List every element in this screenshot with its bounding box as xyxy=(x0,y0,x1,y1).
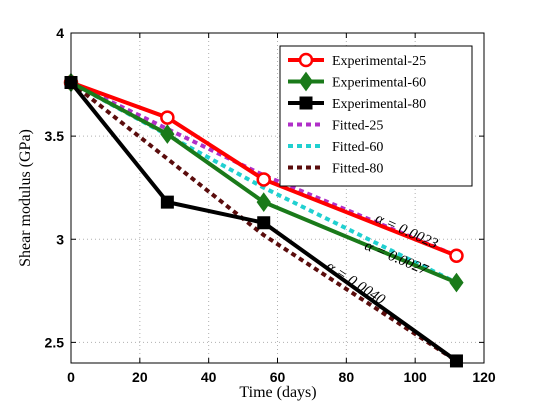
legend-box xyxy=(279,45,473,187)
x-tick-label: 40 xyxy=(201,369,217,385)
data-point-marker xyxy=(256,192,271,212)
legend-entry: Fitted-60 xyxy=(288,140,383,155)
data-point-marker xyxy=(257,216,271,230)
legend-marker xyxy=(299,96,313,110)
y-tick-label: 3.5 xyxy=(45,128,65,144)
axis-ticks: 0 20 40 60 80 100 120 2.5 3 3.5 4 xyxy=(45,25,496,385)
series-line xyxy=(69,80,458,363)
legend-entry: Fitted-25 xyxy=(288,119,383,134)
y-tick-label: 4 xyxy=(56,25,64,41)
legend-label: Experimental-25 xyxy=(332,54,426,69)
x-tick-label: 60 xyxy=(270,369,286,385)
y-tick-label: 3 xyxy=(56,231,64,247)
legend-marker xyxy=(298,71,314,92)
legend-label: Experimental-80 xyxy=(332,97,426,112)
data-point-marker xyxy=(160,110,175,125)
legend-entry: Experimental-25 xyxy=(288,52,426,69)
series-layer xyxy=(63,72,464,368)
series-experimental-80 xyxy=(64,76,463,368)
data-point-marker xyxy=(160,195,174,209)
legend-entry: Fitted-80 xyxy=(288,162,383,177)
data-point-marker xyxy=(449,354,463,368)
series-line xyxy=(70,80,458,285)
legend-marker xyxy=(298,52,314,68)
x-tick-label: 100 xyxy=(403,369,427,385)
series-line xyxy=(69,81,458,363)
legend-label: Fitted-25 xyxy=(332,119,383,134)
data-point-marker xyxy=(449,272,464,293)
legend-entry: Experimental-80 xyxy=(288,96,426,112)
series-line xyxy=(70,80,458,258)
legend-label: Fitted-80 xyxy=(332,162,383,177)
legend: Experimental-25 Experimental-60 Experiment… xyxy=(279,45,473,187)
x-axis-label: Time (days) xyxy=(239,384,316,401)
x-tick-label: 0 xyxy=(67,369,75,385)
series-fitted-80 xyxy=(69,80,458,363)
y-tick-label: 2.5 xyxy=(45,334,65,350)
data-point-marker xyxy=(449,248,464,263)
x-tick-label: 120 xyxy=(472,369,496,385)
legend-label: Fitted-60 xyxy=(332,140,383,155)
data-point-marker xyxy=(160,124,175,144)
legend-label: Experimental-60 xyxy=(332,76,426,91)
data-point-marker xyxy=(256,172,271,187)
y-axis-label: Shear modulus (GPa) xyxy=(17,129,34,267)
legend-entry: Experimental-60 xyxy=(288,71,426,92)
x-tick-label: 20 xyxy=(132,369,148,385)
x-tick-label: 80 xyxy=(339,369,355,385)
